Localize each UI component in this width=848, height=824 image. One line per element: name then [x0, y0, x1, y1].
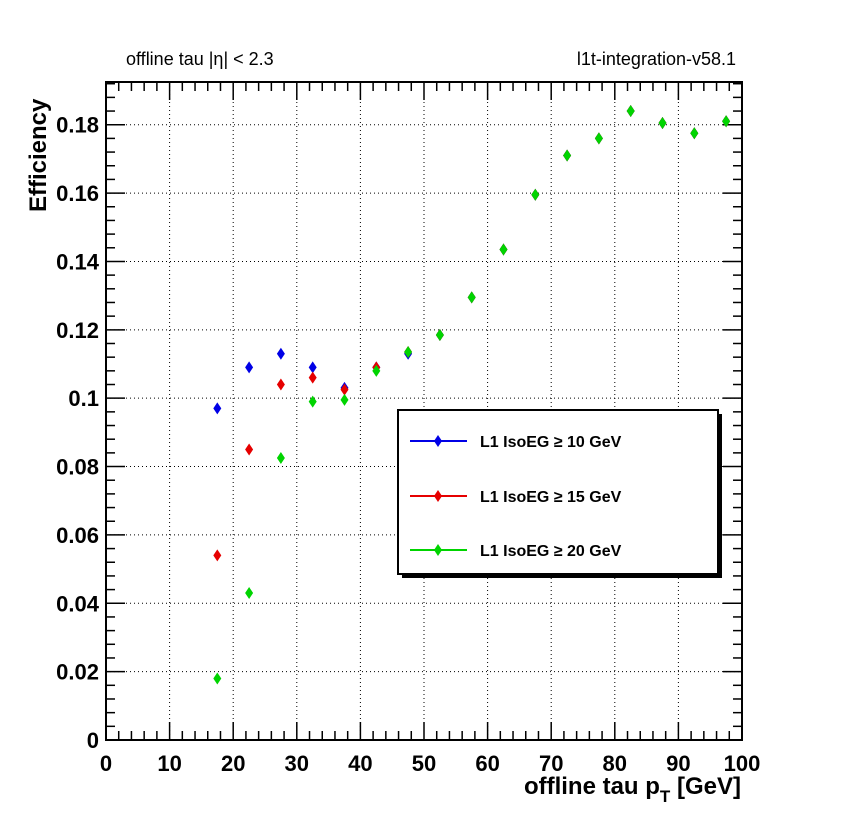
legend-box: [397, 409, 719, 575]
data-point: [276, 378, 285, 391]
y-tick-label: 0.08: [56, 455, 99, 480]
data-point: [658, 117, 667, 130]
data-points: [213, 105, 731, 685]
data-point: [435, 328, 444, 341]
x-tick-label: 100: [724, 751, 761, 776]
x-tick-label: 70: [539, 751, 563, 776]
data-point: [340, 393, 349, 406]
data-point: [276, 452, 285, 464]
data-point: [276, 347, 285, 360]
x-tick-label: 20: [221, 751, 245, 776]
data-point: [340, 383, 349, 396]
data-point: [467, 291, 476, 304]
y-tick-label: 0.06: [56, 523, 99, 548]
y-tick-label: 0.02: [56, 660, 99, 685]
data-point: [308, 395, 317, 408]
x-tick-label: 90: [666, 751, 690, 776]
header-right: l1t-integration-v58.1: [577, 49, 736, 69]
legend-label: L1 IsoEG ≥ 15 GeV: [480, 489, 622, 506]
x-tick-labels: 0 10 20 30 40 50 60 70 80 90 100: [100, 751, 760, 776]
data-point: [499, 243, 508, 256]
data-point: [563, 149, 572, 162]
legend-entry: L1 IsoEG ≥ 20 GeV: [410, 543, 622, 560]
legend-marker: [434, 544, 442, 556]
data-point: [372, 364, 381, 377]
data-point: [626, 105, 635, 118]
axis-ticks: [105, 82, 743, 741]
data-point: [722, 115, 731, 128]
y-tick-label: 0: [87, 728, 99, 753]
y-tick-label: 0.04: [56, 591, 100, 616]
legend-entry: L1 IsoEG ≥ 15 GeV: [410, 489, 622, 506]
data-point: [690, 127, 699, 140]
y-tick-label: 0.12: [56, 318, 99, 343]
y-tick-label: 0.14: [56, 249, 100, 274]
x-tick-label: 40: [348, 751, 372, 776]
legend-marker: [434, 435, 442, 447]
data-point: [404, 346, 413, 359]
plot-frame: [105, 81, 743, 741]
y-tick-label: 0.1: [68, 386, 99, 411]
legend-marker: [434, 490, 442, 502]
x-tick-label: 60: [475, 751, 499, 776]
x-tick-label: 30: [285, 751, 309, 776]
legend-label: L1 IsoEG ≥ 20 GeV: [480, 543, 622, 560]
data-point: [245, 361, 254, 374]
x-tick-label: 50: [412, 751, 436, 776]
x-tick-label: 0: [100, 751, 112, 776]
data-point: [308, 361, 317, 374]
legend-label: L1 IsoEG ≥ 10 GeV: [480, 434, 622, 451]
data-point: [245, 443, 254, 456]
data-point: [594, 132, 603, 145]
series-3-points: [213, 105, 731, 685]
y-tick-label: 0.18: [56, 113, 99, 138]
data-point: [213, 672, 222, 685]
legend-entry: L1 IsoEG ≥ 10 GeV: [410, 434, 622, 451]
data-point: [213, 549, 222, 562]
legend: L1 IsoEG ≥ 10 GeV L1 IsoEG ≥ 15 GeV L1 Iso…: [397, 409, 722, 578]
y-tick-label: 0.16: [56, 181, 99, 206]
y-tick-labels: 0 0.02 0.04 0.06 0.08 0.1 0.12 0.14 0.16 0.18: [56, 113, 100, 753]
x-tick-label: 80: [603, 751, 627, 776]
header-left: offline tau |η| < 2.3: [126, 49, 274, 69]
x-axis-title: offline tau pT [GeV]: [524, 773, 741, 806]
data-point: [245, 587, 254, 600]
x-tick-label: 10: [157, 751, 181, 776]
y-axis-title: Efficiency: [25, 98, 52, 212]
data-point: [308, 371, 317, 384]
data-point: [531, 188, 540, 201]
data-point: [213, 402, 222, 415]
